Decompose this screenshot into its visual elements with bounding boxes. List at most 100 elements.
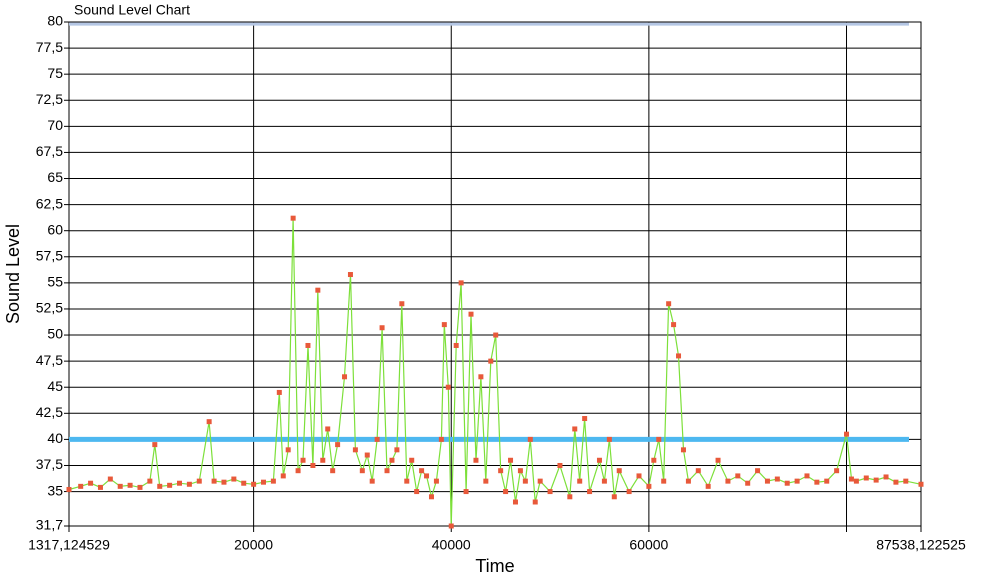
y-tick-label: 52,5 bbox=[36, 300, 63, 316]
y-tick-label: 40 bbox=[47, 430, 63, 446]
y-tick-label: 50 bbox=[47, 326, 63, 342]
data-point bbox=[646, 483, 652, 489]
y-tick-label: 72,5 bbox=[36, 91, 63, 107]
data-point bbox=[276, 389, 282, 395]
data-point bbox=[517, 468, 523, 474]
x-axis-label: Time bbox=[475, 556, 514, 576]
data-point bbox=[680, 447, 686, 453]
data-point bbox=[606, 436, 612, 442]
data-point bbox=[342, 374, 348, 380]
data-point bbox=[438, 436, 444, 442]
data-point bbox=[671, 322, 677, 328]
data-point bbox=[241, 480, 247, 486]
data-point bbox=[883, 474, 889, 480]
data-point bbox=[325, 426, 331, 432]
data-point bbox=[300, 457, 306, 463]
data-point bbox=[656, 436, 662, 442]
data-point bbox=[636, 473, 642, 479]
data-point bbox=[844, 431, 850, 437]
data-point bbox=[735, 473, 741, 479]
data-point bbox=[285, 447, 291, 453]
data-point bbox=[685, 478, 691, 484]
data-point bbox=[445, 384, 451, 390]
y-tick-label: 60 bbox=[47, 221, 63, 237]
data-point bbox=[572, 426, 578, 432]
data-point bbox=[359, 468, 365, 474]
data-point bbox=[127, 482, 133, 488]
data-point bbox=[824, 478, 830, 484]
data-point bbox=[369, 478, 375, 484]
data-point bbox=[903, 478, 909, 484]
data-point bbox=[88, 480, 94, 486]
data-point bbox=[117, 483, 123, 489]
data-point bbox=[152, 442, 158, 448]
data-point bbox=[310, 462, 316, 468]
data-point bbox=[441, 322, 447, 328]
chart-title: Sound Level Chart bbox=[74, 2, 190, 18]
x-tick-label: 60000 bbox=[629, 537, 668, 553]
data-point bbox=[695, 468, 701, 474]
y-tick-label: 31,7 bbox=[36, 517, 63, 533]
data-point bbox=[251, 481, 257, 487]
data-point bbox=[453, 342, 459, 348]
data-point bbox=[320, 457, 326, 463]
data-point bbox=[389, 457, 395, 463]
data-point bbox=[834, 468, 840, 474]
data-point bbox=[582, 416, 588, 422]
data-point bbox=[177, 480, 183, 486]
data-point bbox=[473, 457, 479, 463]
data-point bbox=[616, 468, 622, 474]
data-point bbox=[873, 477, 879, 483]
data-point bbox=[206, 419, 212, 425]
data-point bbox=[498, 468, 504, 474]
data-point bbox=[557, 462, 563, 468]
data-point bbox=[577, 478, 583, 484]
y-tick-label: 77,5 bbox=[36, 39, 63, 55]
data-point bbox=[290, 215, 296, 221]
data-point bbox=[231, 476, 237, 482]
data-point bbox=[547, 489, 553, 495]
data-point bbox=[97, 484, 103, 490]
data-point bbox=[814, 479, 820, 485]
data-point bbox=[211, 478, 217, 484]
y-tick-label: 37,5 bbox=[36, 456, 63, 472]
data-point bbox=[379, 325, 385, 331]
data-point bbox=[448, 523, 454, 529]
data-point bbox=[503, 489, 509, 495]
data-point bbox=[596, 457, 602, 463]
data-point bbox=[725, 478, 731, 484]
data-point bbox=[424, 473, 430, 479]
y-tick-label: 65 bbox=[47, 169, 63, 185]
data-point bbox=[626, 489, 632, 495]
data-point bbox=[399, 301, 405, 307]
data-point bbox=[774, 476, 780, 482]
y-tick-label: 67,5 bbox=[36, 143, 63, 159]
data-point bbox=[78, 483, 84, 489]
series-line bbox=[68, 218, 922, 527]
data-point bbox=[804, 473, 810, 479]
data-point bbox=[137, 484, 143, 490]
data-point bbox=[611, 494, 617, 500]
x-tick-label: 1317,124529 bbox=[28, 537, 110, 553]
data-point bbox=[270, 478, 276, 484]
data-point bbox=[764, 478, 770, 484]
data-point bbox=[335, 442, 341, 448]
data-point bbox=[468, 311, 474, 317]
data-point bbox=[493, 332, 499, 338]
data-point bbox=[157, 483, 163, 489]
data-point bbox=[409, 457, 415, 463]
data-point bbox=[478, 374, 484, 380]
data-point bbox=[794, 478, 800, 484]
data-point bbox=[532, 499, 538, 505]
data-point bbox=[918, 481, 924, 487]
y-tick-label: 70 bbox=[47, 117, 63, 133]
y-tick-label: 80 bbox=[47, 13, 63, 29]
y-axis-label: Sound Level bbox=[3, 224, 23, 324]
data-point bbox=[260, 479, 266, 485]
data-point bbox=[107, 476, 113, 482]
data-point bbox=[676, 353, 682, 359]
data-point bbox=[587, 489, 593, 495]
y-tick-label: 42,5 bbox=[36, 404, 63, 420]
data-point bbox=[458, 280, 464, 286]
